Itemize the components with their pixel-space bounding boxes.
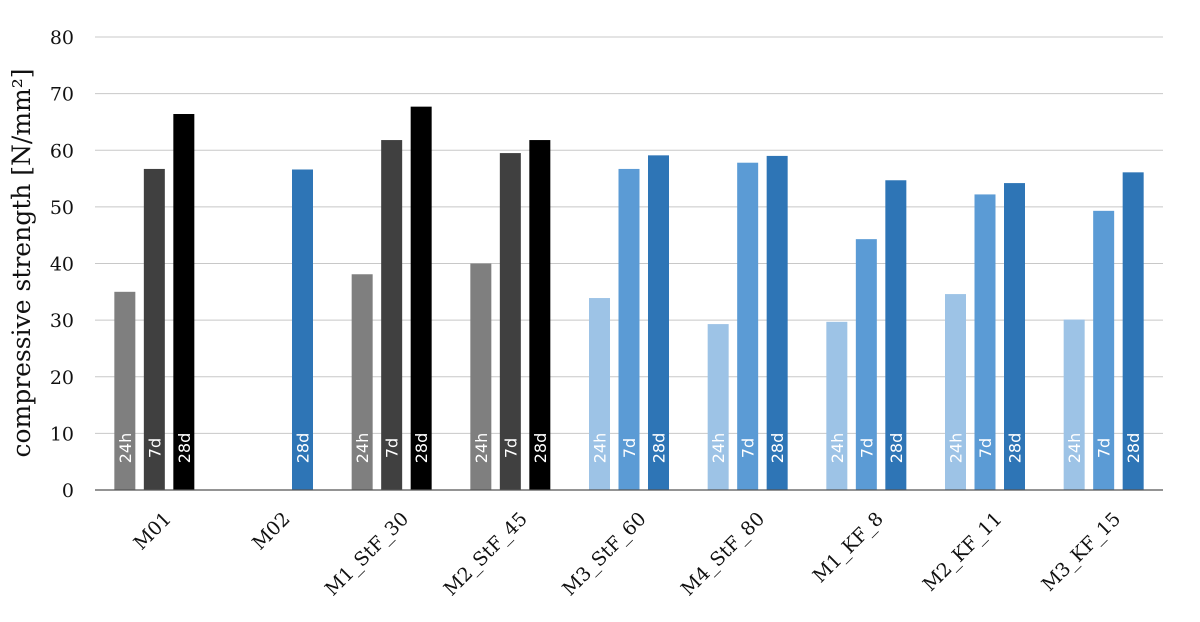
y-tick-label: 70	[50, 84, 74, 106]
bar-label: 28d	[175, 433, 194, 464]
bar-label: 7d	[976, 438, 995, 458]
y-tick-label: 50	[50, 197, 74, 219]
y-axis-title: compressive strength [N/mm²]	[7, 68, 36, 457]
x-tick-label: M1_StF_30	[321, 508, 413, 600]
bar-label: 24h	[472, 433, 491, 464]
x-tick-labels: M01 M02 M1_StF_30 M2_StF_45 M3_StF_60 M4_StF_…	[129, 508, 1125, 600]
bar-24h-M2_KF_11	[945, 294, 966, 490]
bar-label: 7d	[383, 438, 402, 458]
bar-label: 7d	[145, 438, 164, 458]
y-tick-label: 30	[50, 310, 74, 332]
bar-7d-M01	[143, 168, 165, 490]
bar-28d-M02	[292, 169, 313, 490]
bar-label: 28d	[768, 433, 787, 464]
bar-28d-M2_KF_11	[1004, 183, 1025, 490]
bar-28d-M2_StF_45	[529, 140, 551, 490]
y-tick-label: 10	[50, 423, 74, 445]
x-tick-label: M01	[129, 508, 175, 554]
x-tick-label: M3_StF_60	[558, 508, 650, 600]
bar-label: 24h	[947, 433, 966, 464]
bar-28d-M3_StF_60	[648, 155, 669, 490]
y-tick-label: 20	[50, 367, 74, 389]
bar-label: 7d	[739, 438, 758, 458]
bar-7d-M1_StF_30	[381, 140, 403, 490]
bar-label: 28d	[531, 433, 550, 464]
bar-7d-M3_StF_60	[618, 168, 640, 490]
bar-28d-M1_KF_8	[885, 180, 907, 491]
bar-24h-M1_KF_8	[826, 321, 848, 490]
y-tick-labels: 0 10 20 30 40 50 60 70 80	[50, 27, 74, 502]
bar-24h-M01	[114, 291, 136, 490]
bar-7d-M3_KF_15	[1093, 210, 1115, 490]
x-tick-label: M2_KF_11	[919, 508, 1007, 596]
bar-label: 24h	[116, 433, 135, 464]
bar-label: 28d	[1006, 433, 1025, 464]
y-tick-label: 60	[50, 140, 74, 162]
bars: 24h 7d 28d 28d 24h 7d 28d 24h 7d 28d 24h 7d 28d 24h 7d…	[114, 106, 1144, 491]
bar-label: 7d	[1095, 438, 1114, 458]
bar-label: 28d	[294, 433, 313, 464]
bar-label: 28d	[887, 433, 906, 464]
bar-28d-M01	[173, 114, 195, 490]
bar-24h-M1_StF_30	[351, 274, 373, 490]
bar-24h-M2_StF_45	[470, 263, 492, 490]
bar-label: 28d	[650, 433, 669, 464]
x-tick-label: M1_KF_8	[809, 508, 888, 587]
x-tick-label: M2_StF_45	[440, 508, 532, 600]
bar-label: 7d	[501, 438, 520, 458]
x-tick-label: M3_KF_15	[1037, 508, 1125, 596]
bar-label: 28d	[412, 433, 431, 464]
bar-7d-M2_StF_45	[499, 153, 521, 491]
bar-7d-M1_KF_8	[855, 239, 877, 490]
y-tick-label: 0	[62, 480, 74, 502]
bar-label: 7d	[620, 438, 639, 458]
bar-label: 24h	[828, 433, 847, 464]
bar-7d-M2_KF_11	[974, 194, 996, 491]
bar-label: 28d	[1124, 433, 1143, 464]
x-tick-label: M4_StF_80	[677, 508, 769, 600]
bar-24h-M3_StF_60	[589, 298, 610, 490]
bar-28d-M1_StF_30	[410, 106, 432, 491]
bar-28d-M4_StF_80	[766, 155, 788, 490]
bar-label: 24h	[591, 433, 610, 464]
y-tick-label: 40	[50, 254, 74, 276]
bar-label: 24h	[709, 433, 728, 464]
bar-label: 7d	[857, 438, 876, 458]
bar-label: 24h	[353, 433, 372, 464]
bar-28d-M3_KF_15	[1122, 172, 1144, 491]
y-tick-label: 80	[50, 27, 74, 49]
bar-24h-M4_StF_80	[707, 324, 729, 490]
x-tick-label: M02	[248, 508, 294, 554]
bar-24h-M3_KF_15	[1063, 319, 1085, 490]
bar-label: 24h	[1065, 433, 1084, 464]
bar-7d-M4_StF_80	[737, 162, 759, 490]
